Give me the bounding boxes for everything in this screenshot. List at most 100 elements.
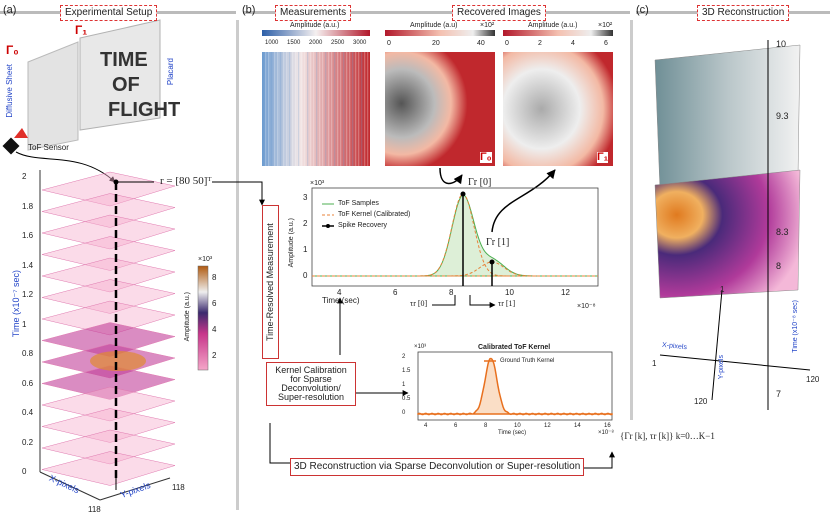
axis-label: Time (sec) bbox=[498, 430, 527, 436]
rect bbox=[292, 52, 294, 166]
label: Amplitude (a.u.) bbox=[290, 22, 340, 29]
tick-label: 20 bbox=[432, 40, 440, 47]
tick-label: 0.2 bbox=[22, 437, 34, 447]
polygon bbox=[41, 214, 176, 250]
polygon bbox=[41, 279, 176, 314]
rect bbox=[295, 52, 297, 166]
box-label: 3D Reconstruction via Sparse Deconvoluti… bbox=[290, 458, 584, 476]
polygon bbox=[41, 257, 176, 293]
rect bbox=[298, 52, 300, 166]
rect bbox=[283, 52, 285, 166]
tick-label: 8.3 bbox=[776, 227, 789, 237]
tick-label: 0 bbox=[303, 271, 308, 280]
tick-label: 1 bbox=[303, 245, 308, 254]
scene-text: FLIGHT bbox=[108, 99, 181, 121]
plot-title: Calibrated ToF Kernel bbox=[478, 344, 551, 351]
tick-label: 4 bbox=[571, 40, 575, 47]
tick-label: 3000 bbox=[353, 40, 367, 46]
polygon bbox=[41, 451, 176, 486]
tick-label: 2 bbox=[303, 219, 308, 228]
rect bbox=[307, 52, 309, 166]
axis-label: Time (x10⁻⁷ sec) bbox=[11, 270, 21, 338]
gamma: Γ₁ bbox=[597, 151, 609, 163]
rect bbox=[337, 52, 339, 166]
label: τr [1] bbox=[498, 299, 516, 308]
tick-label: 1.5 bbox=[402, 368, 411, 374]
rect bbox=[268, 52, 270, 166]
tick-label: 10 bbox=[776, 39, 787, 49]
tick-label: 8 bbox=[484, 423, 488, 429]
panel-title: Measurements bbox=[275, 5, 352, 21]
axis-label: Y-pixels bbox=[718, 355, 725, 380]
rect bbox=[340, 52, 342, 166]
tick-label: 0 bbox=[402, 410, 406, 416]
rect bbox=[262, 52, 264, 166]
gamma: Γ₁ bbox=[75, 23, 88, 37]
tick-label: 0 bbox=[505, 40, 509, 47]
tick-label: 6 bbox=[212, 299, 217, 308]
polygon bbox=[41, 193, 176, 228]
label: Amplitude (a.u) bbox=[410, 22, 458, 29]
tick-label: 0 bbox=[387, 40, 391, 47]
rect bbox=[271, 52, 273, 166]
polygon bbox=[41, 171, 176, 207]
rect bbox=[349, 52, 351, 166]
tick-label: 14 bbox=[574, 423, 581, 429]
gamma: Γ₀ bbox=[6, 43, 19, 57]
tick-label: 1000 bbox=[265, 40, 279, 46]
rect bbox=[364, 52, 366, 166]
polygon bbox=[41, 236, 176, 271]
tick-label: 8 bbox=[212, 273, 217, 282]
box-label: Kernel Calibration for Sparse Deconvolut… bbox=[266, 362, 356, 406]
rect bbox=[274, 52, 276, 166]
label: ToF Sensor bbox=[28, 143, 69, 152]
rect bbox=[331, 52, 333, 166]
tick-label: 0.5 bbox=[402, 396, 411, 402]
tick-label: 120 bbox=[694, 397, 708, 406]
rect bbox=[277, 52, 279, 166]
gamma: Γ₀ bbox=[480, 151, 492, 163]
tick-label: 1.6 bbox=[22, 231, 34, 240]
rect bbox=[334, 52, 336, 166]
panel-label: (b) bbox=[242, 4, 256, 16]
legend-entry: ToF Kernel (Calibrated) bbox=[338, 211, 411, 218]
rect bbox=[280, 52, 282, 166]
rect bbox=[343, 52, 345, 166]
tick-label: 120 bbox=[806, 375, 820, 384]
rect bbox=[322, 52, 324, 166]
tick-label: 16 bbox=[604, 423, 611, 429]
rect bbox=[367, 52, 369, 166]
panel-title: 3D Reconstruction bbox=[697, 5, 790, 21]
axis-label: Amplitude (a.u.) bbox=[288, 218, 295, 268]
ellipse bbox=[90, 351, 146, 371]
legend-entry: ToF Samples bbox=[338, 200, 379, 207]
tick-label: 2 bbox=[22, 172, 27, 181]
rect bbox=[352, 52, 354, 166]
rect bbox=[301, 52, 303, 166]
label: ×10⁻⁸ bbox=[577, 303, 596, 310]
tick-label: 40 bbox=[477, 40, 485, 47]
rect bbox=[313, 52, 315, 166]
label: ×10² bbox=[598, 22, 613, 29]
tick-label: 1.2 bbox=[22, 290, 34, 299]
label: Amplitude (a.u.) bbox=[528, 22, 578, 29]
rect bbox=[316, 52, 318, 166]
tick-label: 6 bbox=[454, 423, 458, 429]
tick-label: 3 bbox=[303, 193, 308, 202]
tick-label: 10 bbox=[514, 423, 521, 429]
tick-label: 2 bbox=[538, 40, 542, 47]
rect bbox=[304, 52, 306, 166]
tick-label: 6 bbox=[604, 40, 608, 47]
tick-label: 1.8 bbox=[22, 201, 34, 211]
legend-entry: Spike Recovery bbox=[338, 222, 388, 229]
tick-label: 1.4 bbox=[22, 260, 34, 270]
scene-text: OF bbox=[112, 74, 140, 96]
tick-label: 8 bbox=[776, 261, 782, 271]
tick-label: 12 bbox=[544, 423, 551, 429]
tick-label: 4 bbox=[424, 423, 428, 429]
tick-label: 0.6 bbox=[22, 378, 34, 388]
tick-label: 1 bbox=[720, 285, 725, 294]
scene-text: TIME bbox=[100, 49, 148, 71]
tick-label: 4 bbox=[212, 325, 217, 334]
